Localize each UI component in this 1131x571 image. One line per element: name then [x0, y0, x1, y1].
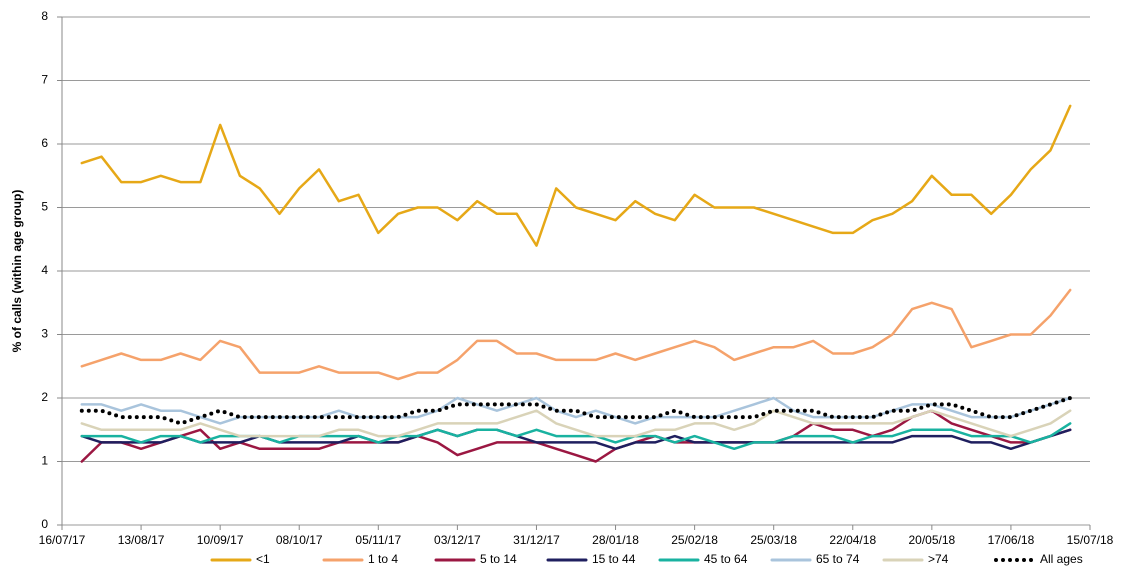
y-tick-label: 2 [41, 390, 48, 404]
x-tick-label: 03/12/17 [434, 533, 481, 547]
x-tick-label: 08/10/17 [276, 533, 323, 547]
x-tick-label: 25/03/18 [750, 533, 797, 547]
y-axis-label: % of calls (within age group) [10, 190, 24, 353]
y-tick-label: 0 [41, 517, 48, 531]
series-line [80, 104, 1072, 247]
x-tick-label: 31/12/17 [513, 533, 560, 547]
x-tick-label: 25/02/18 [671, 533, 718, 547]
x-tick-label: 20/05/18 [908, 533, 955, 547]
x-tick-label: 13/08/17 [118, 533, 165, 547]
y-tick-label: 3 [41, 327, 48, 341]
y-tick-label: 4 [41, 263, 48, 277]
y-tick-label: 1 [41, 454, 48, 468]
x-tick-label: 22/04/18 [829, 533, 876, 547]
series-line [80, 428, 1072, 451]
legend-label: 15 to 44 [592, 552, 636, 566]
legend-label: >74 [928, 552, 949, 566]
x-tick-label: 16/07/17 [39, 533, 86, 547]
y-tick-label: 8 [41, 9, 48, 23]
y-tick-label: 5 [41, 200, 48, 214]
series-line [80, 288, 1072, 381]
x-tick-label: 15/07/18 [1067, 533, 1114, 547]
x-tick-label: 10/09/17 [197, 533, 244, 547]
series-line [80, 409, 1072, 438]
y-tick-label: 7 [41, 73, 48, 87]
legend-label: All ages [1040, 552, 1083, 566]
legend-label: <1 [256, 552, 270, 566]
y-tick-label: 6 [41, 136, 48, 150]
series-line [80, 409, 1072, 463]
legend-label: 45 to 64 [704, 552, 748, 566]
x-tick-label: 17/06/18 [988, 533, 1035, 547]
x-tick-label: 05/11/17 [355, 533, 401, 547]
legend-label: 1 to 4 [368, 552, 398, 566]
legend-label: 5 to 14 [480, 552, 517, 566]
legend-label: 65 to 74 [816, 552, 860, 566]
x-tick-label: 28/01/18 [592, 533, 639, 547]
series-line [79, 396, 1073, 426]
